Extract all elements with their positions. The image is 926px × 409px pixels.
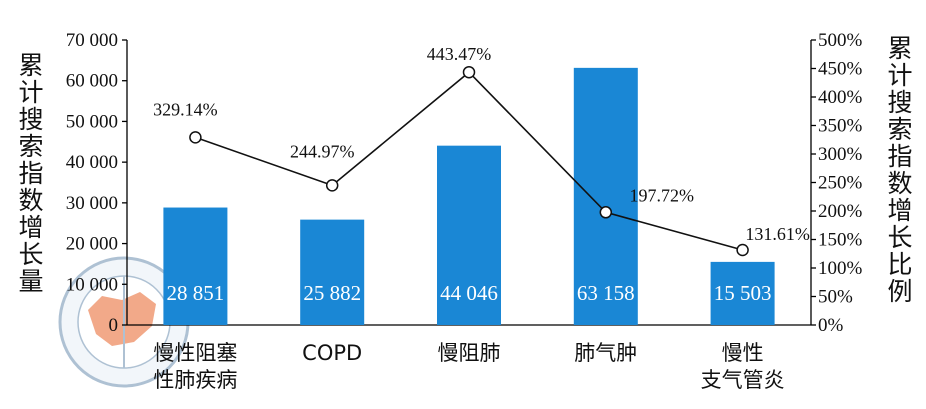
left-axis-title-char: 量: [18, 267, 43, 296]
left-tick-label: 40 000: [66, 152, 118, 173]
category-label: 性肺疾病: [153, 368, 237, 392]
left-tick-label: 10 000: [66, 274, 118, 295]
left-axis-title-char: 指: [18, 159, 43, 188]
right-tick-label: 450%: [818, 59, 863, 80]
category-label: 慢性: [722, 341, 764, 365]
left-tick-label: 20 000: [66, 234, 118, 255]
right-axis-title-char: 索: [887, 115, 912, 144]
left-axis-title-char: 长: [18, 240, 43, 269]
line-point: [462, 65, 476, 79]
bar-value-label: 63 158: [577, 281, 635, 305]
left-axis-title-char: 索: [18, 132, 43, 161]
left-tick-label: 50 000: [66, 111, 118, 132]
right-axis-title-char: 数: [887, 169, 912, 198]
right-axis-title-char: 计: [887, 61, 912, 90]
right-tick-label: 150%: [818, 230, 863, 251]
bar: [300, 219, 365, 325]
right-axis-title-char: 累: [887, 34, 912, 63]
left-axis-title-char: 搜: [18, 105, 43, 134]
left-tick-label: 70 000: [66, 30, 118, 51]
right-axis-title-char: 指: [887, 142, 912, 171]
bar: [710, 261, 775, 325]
right-tick-label: 500%: [818, 30, 863, 51]
bar-value-label: 28 851: [167, 281, 225, 305]
right-axis-title-char: 比: [887, 250, 912, 279]
bar: [573, 67, 638, 325]
right-axis-title-char: 增: [887, 196, 912, 225]
bar-series: 28 851 25 882 44 046 63 158 15 503: [163, 67, 775, 325]
line-value-label: 329.14%: [153, 99, 218, 119]
right-tick-label: 50%: [818, 287, 853, 308]
right-axis-title-char: 搜: [887, 88, 912, 117]
bar: [437, 145, 501, 325]
line-point: [599, 206, 613, 219]
bar-value-label: 44 046: [440, 281, 498, 305]
line-value-label: 131.61%: [745, 224, 810, 244]
right-axis-title-char: 例: [887, 277, 912, 306]
bar-value-label: 15 503: [714, 281, 772, 305]
line-point: [189, 131, 202, 144]
right-y-axis: 0% 50% 100% 150% 200% 250% 300% 350% 400% 450% 500…: [810, 30, 863, 336]
right-tick-label: 400%: [818, 87, 863, 108]
right-tick-label: 250%: [818, 173, 863, 194]
line-point: [325, 179, 339, 192]
left-axis-title-char: 累: [18, 51, 43, 80]
category-label: 支气管炎: [701, 368, 785, 392]
category-label: 慢性阻塞: [153, 341, 237, 365]
line-value-label: 443.47%: [427, 44, 492, 64]
category-label: 慢阻肺: [438, 341, 501, 365]
right-axis-title-char: 长: [887, 223, 912, 252]
bar-value-label: 25 882: [303, 281, 361, 305]
left-tick-label: 60 000: [66, 71, 118, 92]
right-tick-label: 200%: [818, 201, 863, 222]
category-label: 肺气肿: [574, 341, 637, 365]
left-tick-label: 0: [109, 315, 119, 336]
line-point: [736, 243, 749, 257]
line-value-label: 244.97%: [290, 141, 355, 161]
right-tick-label: 300%: [818, 144, 863, 165]
left-axis-title-char: 计: [18, 78, 43, 107]
bar: [163, 207, 228, 325]
right-tick-label: 100%: [818, 258, 863, 279]
left-tick-label: 30 000: [66, 193, 118, 214]
right-tick-label: 350%: [818, 116, 863, 137]
category-label: COPD: [302, 341, 362, 365]
line-value-label: 197.72%: [630, 185, 695, 205]
right-tick-label: 0%: [818, 315, 844, 336]
line-series: 329.14% 244.97% 443.47% 197.72% 131.61%: [153, 44, 810, 257]
left-axis-title-char: 数: [18, 186, 43, 215]
left-axis-title-char: 增: [18, 213, 43, 242]
